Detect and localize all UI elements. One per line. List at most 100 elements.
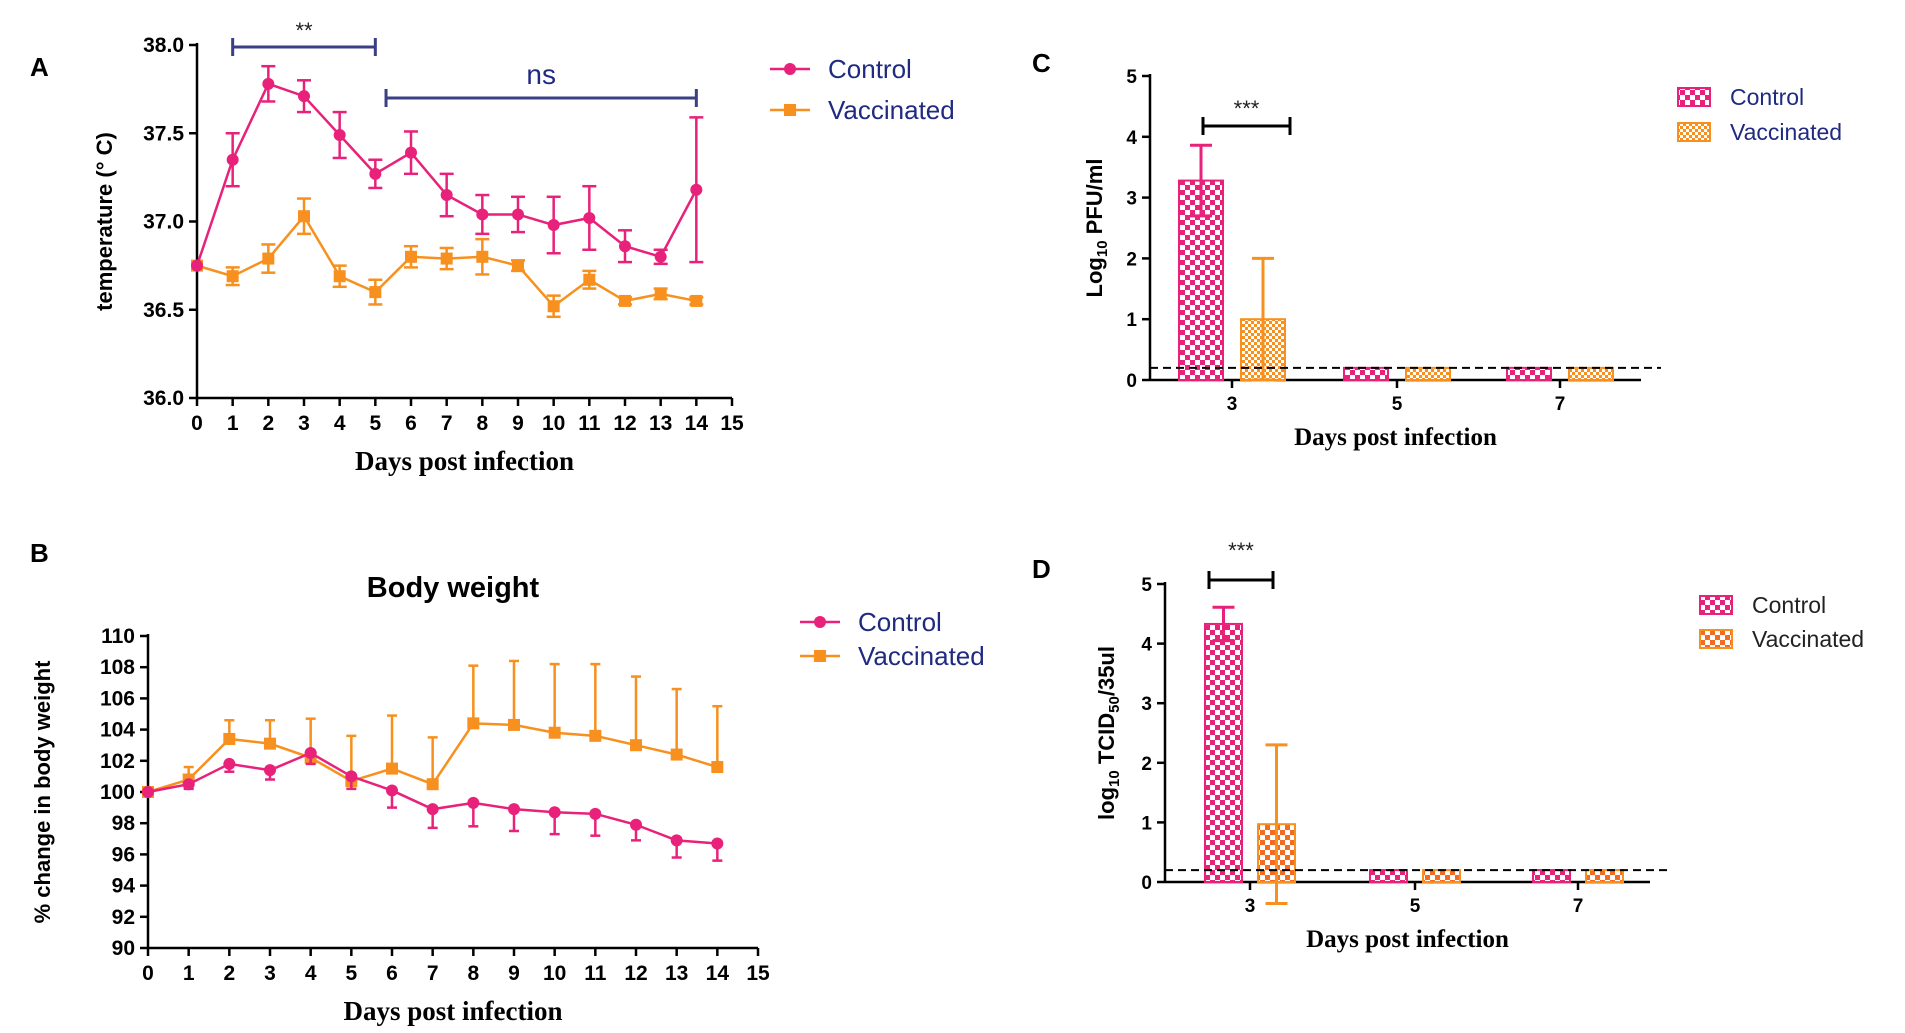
vaccinated-point <box>654 287 667 300</box>
x-tick-label: 15 <box>720 412 744 435</box>
x-tick-label: 6 <box>405 412 417 435</box>
legend-label: Control <box>828 54 912 84</box>
x-tick-label: 5 <box>345 962 357 985</box>
vaccinated-point <box>547 300 560 313</box>
significance-label: *** <box>1228 538 1254 563</box>
y-tick-label: 38.0 <box>143 34 184 57</box>
legend-swatch <box>1677 122 1711 142</box>
vaccinated-point <box>548 726 561 739</box>
y-tick-label: 100 <box>100 781 135 804</box>
legend-swatch <box>1699 629 1733 649</box>
y-tick-label: 4 <box>1126 128 1137 149</box>
x-tick-label: 4 <box>334 412 346 435</box>
y-tick-label: 37.5 <box>143 122 184 145</box>
x-tick-label: 7 <box>427 962 439 985</box>
legend-marker <box>784 104 796 116</box>
control-point <box>264 764 276 777</box>
y-tick-label: 2 <box>1126 249 1137 270</box>
x-tick-label: 10 <box>542 412 565 435</box>
y-tick-label: 108 <box>100 656 135 679</box>
control-point <box>630 818 642 831</box>
panel-letter-d: D <box>1032 554 1051 584</box>
control-point <box>512 208 524 221</box>
y-axis-label-part: PFU/ml <box>1082 159 1107 241</box>
x-axis-label: Days post infection <box>343 996 562 1026</box>
x-tick-label: 7 <box>441 412 453 435</box>
y-tick-label: 90 <box>112 937 135 960</box>
control-point <box>369 167 382 180</box>
vaccinated-point <box>386 762 398 775</box>
x-tick-label: 15 <box>746 962 770 985</box>
control-point <box>223 757 236 770</box>
y-axis-label: % change in body weight <box>30 660 55 923</box>
legend-swatch <box>1677 87 1711 107</box>
control-bar <box>1532 869 1571 884</box>
y-tick-label: 36.0 <box>143 387 184 410</box>
control-bar <box>1369 869 1408 884</box>
control-point <box>182 778 195 791</box>
vaccinated-bar <box>1585 869 1624 884</box>
legend-label: Vaccinated <box>828 95 955 125</box>
x-tick-label: 7 <box>1555 394 1566 415</box>
control-point <box>508 803 520 816</box>
y-axis-label: temperature (° C) <box>92 132 117 311</box>
x-tick-label: 5 <box>369 412 381 435</box>
control-point <box>426 803 439 816</box>
x-tick-label: 14 <box>706 962 730 985</box>
x-tick-label: 5 <box>1392 394 1403 415</box>
control-point <box>262 77 275 90</box>
legend-marker <box>784 63 796 75</box>
y-tick-label: 94 <box>112 875 136 898</box>
legend-label: Control <box>858 607 942 637</box>
control-point <box>405 146 417 159</box>
control-point <box>298 90 310 103</box>
vaccinated-point <box>262 252 275 265</box>
x-axis-label: Days post infection <box>355 446 574 476</box>
vaccinated-point <box>508 718 520 731</box>
x-tick-label: 1 <box>183 962 195 985</box>
x-tick-label: 13 <box>665 962 688 985</box>
y-tick-label: 36.5 <box>143 299 184 322</box>
y-tick-label: 2 <box>1141 754 1152 775</box>
x-axis-label: Days post infection <box>1306 926 1509 953</box>
legend-label: Vaccinated <box>858 641 985 671</box>
y-tick-label: 3 <box>1126 189 1137 210</box>
vaccinated-point <box>405 250 417 263</box>
vaccinated-point <box>467 717 480 730</box>
panel-d-tcid-chart: 0 1 2 3 4 5 3 5 7 *** Days post infection log10 TCI… <box>1094 538 1864 953</box>
control-point <box>654 250 667 263</box>
chart-title: Body weight <box>367 572 540 604</box>
legend-label: Control <box>1730 84 1804 110</box>
vaccinated-point <box>426 778 439 791</box>
x-tick-label: 11 <box>584 962 607 985</box>
x-tick-label: 0 <box>191 412 203 435</box>
y-axis-label-subscript: 10 <box>1106 770 1123 787</box>
control-point <box>589 807 602 820</box>
control-point <box>304 747 317 759</box>
x-tick-label: 14 <box>685 412 709 435</box>
x-tick-label: 1 <box>227 412 239 435</box>
vaccinated-point <box>619 294 631 307</box>
panel-a-temperature-chart: 36.036.537.037.538.00 1 2 3 4 5 6 7 8 9 10 11 12 13 14… <box>92 18 955 476</box>
panel-letter-c: C <box>1032 48 1051 78</box>
control-bar <box>1506 366 1552 381</box>
control-point <box>142 786 154 798</box>
control-point <box>547 219 560 232</box>
x-tick-label: 13 <box>649 412 672 435</box>
x-tick-label: 2 <box>223 962 235 985</box>
control-point <box>670 834 683 847</box>
x-tick-label: 3 <box>1227 394 1238 415</box>
control-point <box>548 806 561 819</box>
control-bar <box>1343 366 1389 381</box>
x-tick-label: 8 <box>467 962 479 985</box>
control-bar <box>1204 622 1243 883</box>
control-point <box>467 796 480 809</box>
x-tick-label: 10 <box>543 962 566 985</box>
y-tick-label: 102 <box>100 750 135 773</box>
x-tick-label: 3 <box>298 412 310 435</box>
panel-letter-b: B <box>30 538 49 568</box>
x-tick-label: 9 <box>508 962 520 985</box>
y-tick-label: 5 <box>1126 67 1137 88</box>
y-tick-label: 106 <box>100 687 135 710</box>
